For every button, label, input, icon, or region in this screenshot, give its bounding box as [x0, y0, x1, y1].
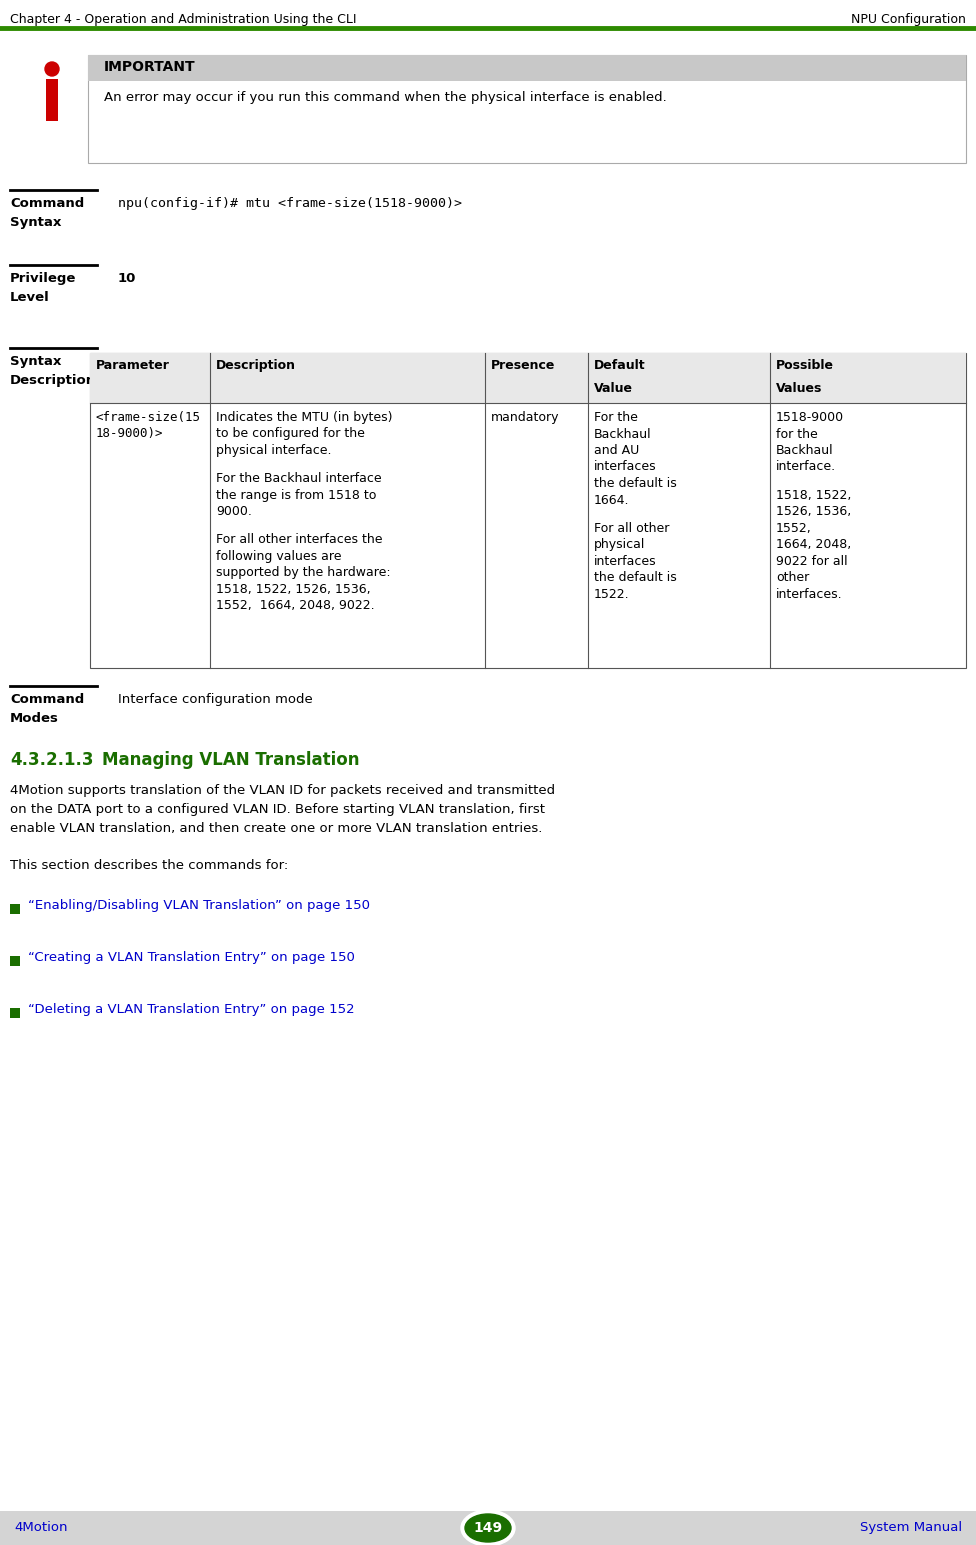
Ellipse shape: [465, 1514, 511, 1542]
Text: 9000.: 9000.: [216, 505, 252, 518]
Text: Command
Syntax: Command Syntax: [10, 198, 84, 229]
Text: Command
Modes: Command Modes: [10, 694, 84, 725]
Text: for the: for the: [776, 428, 818, 440]
Text: An error may occur if you run this command when the physical interface is enable: An error may occur if you run this comma…: [104, 91, 667, 104]
Text: For the: For the: [594, 411, 638, 423]
Text: on the DATA port to a configured VLAN ID. Before starting VLAN translation, firs: on the DATA port to a configured VLAN ID…: [10, 803, 545, 816]
Text: 1552,: 1552,: [776, 522, 812, 535]
Text: “Creating a VLAN Translation Entry” on page 150: “Creating a VLAN Translation Entry” on p…: [28, 952, 355, 964]
Text: 4.3.2.1.3: 4.3.2.1.3: [10, 751, 94, 769]
Text: 1518, 1522,: 1518, 1522,: [776, 488, 851, 502]
Text: Parameter: Parameter: [96, 358, 170, 372]
Text: 4Motion supports translation of the VLAN ID for packets received and transmitted: 4Motion supports translation of the VLAN…: [10, 783, 555, 797]
Text: 1522.: 1522.: [594, 587, 630, 601]
Text: interface.: interface.: [776, 460, 836, 473]
Text: 18-9000)>: 18-9000)>: [96, 428, 164, 440]
Bar: [90, 352, 966, 667]
Text: 1664, 2048,: 1664, 2048,: [776, 538, 851, 552]
Text: to be configured for the: to be configured for the: [216, 428, 365, 440]
Text: other: other: [776, 572, 809, 584]
Text: the default is: the default is: [594, 572, 676, 584]
Bar: [46, 79, 58, 121]
Text: Indicates the MTU (in bytes): Indicates the MTU (in bytes): [216, 411, 392, 423]
Bar: [88, 56, 966, 164]
Text: NPU Configuration: NPU Configuration: [851, 12, 966, 26]
Text: 1518, 1522, 1526, 1536,: 1518, 1522, 1526, 1536,: [216, 582, 371, 596]
Text: Interface configuration mode: Interface configuration mode: [118, 694, 312, 706]
Text: and AU: and AU: [594, 443, 639, 457]
Text: 4Motion: 4Motion: [14, 1520, 67, 1534]
Bar: [88, 56, 966, 80]
Text: 1664.: 1664.: [594, 493, 630, 507]
Text: the range is from 1518 to: the range is from 1518 to: [216, 488, 377, 502]
Text: interfaces: interfaces: [594, 555, 657, 567]
Text: Backhaul: Backhaul: [594, 428, 652, 440]
Text: Default
Value: Default Value: [594, 358, 646, 396]
Text: 1552,  1664, 2048, 9022.: 1552, 1664, 2048, 9022.: [216, 599, 375, 612]
Text: Managing VLAN Translation: Managing VLAN Translation: [102, 751, 359, 769]
Circle shape: [45, 62, 59, 76]
Text: npu(config-if)# mtu <frame-size(1518-9000)>: npu(config-if)# mtu <frame-size(1518-900…: [118, 198, 462, 210]
Text: System Manual: System Manual: [860, 1520, 962, 1534]
Text: physical: physical: [594, 538, 645, 552]
Bar: [90, 352, 966, 403]
Text: interfaces.: interfaces.: [776, 587, 842, 601]
Bar: [10, 1007, 20, 1018]
Text: Possible
Values: Possible Values: [776, 358, 834, 396]
Text: This section describes the commands for:: This section describes the commands for:: [10, 859, 288, 871]
Text: Description: Description: [216, 358, 296, 372]
Text: mandatory: mandatory: [491, 411, 559, 423]
Text: For all other: For all other: [594, 522, 670, 535]
Text: Backhaul: Backhaul: [776, 443, 834, 457]
Text: <frame-size(15: <frame-size(15: [96, 411, 201, 423]
Text: the default is: the default is: [594, 477, 676, 490]
Bar: [10, 956, 20, 966]
Text: IMPORTANT: IMPORTANT: [104, 60, 195, 74]
Text: “Enabling/Disabling VLAN Translation” on page 150: “Enabling/Disabling VLAN Translation” on…: [28, 899, 370, 912]
Text: Privilege
Level: Privilege Level: [10, 272, 76, 304]
Text: following values are: following values are: [216, 550, 342, 562]
Text: 149: 149: [473, 1520, 503, 1536]
Text: For the Backhaul interface: For the Backhaul interface: [216, 473, 382, 485]
Bar: [0, 1511, 976, 1545]
Text: interfaces: interfaces: [594, 460, 657, 473]
Text: Presence: Presence: [491, 358, 555, 372]
Text: For all other interfaces the: For all other interfaces the: [216, 533, 383, 545]
Text: Chapter 4 - Operation and Administration Using the CLI: Chapter 4 - Operation and Administration…: [10, 12, 356, 26]
Text: Syntax
Description: Syntax Description: [10, 355, 96, 386]
Text: 9022 for all: 9022 for all: [776, 555, 847, 567]
Text: 1526, 1536,: 1526, 1536,: [776, 505, 851, 518]
Text: enable VLAN translation, and then create one or more VLAN translation entries.: enable VLAN translation, and then create…: [10, 822, 543, 834]
Text: 1518-9000: 1518-9000: [776, 411, 844, 423]
Ellipse shape: [461, 1509, 515, 1545]
Bar: [10, 904, 20, 915]
Text: supported by the hardware:: supported by the hardware:: [216, 565, 390, 579]
Text: physical interface.: physical interface.: [216, 443, 332, 457]
Text: “Deleting a VLAN Translation Entry” on page 152: “Deleting a VLAN Translation Entry” on p…: [28, 1003, 354, 1017]
Text: 10: 10: [118, 272, 137, 284]
